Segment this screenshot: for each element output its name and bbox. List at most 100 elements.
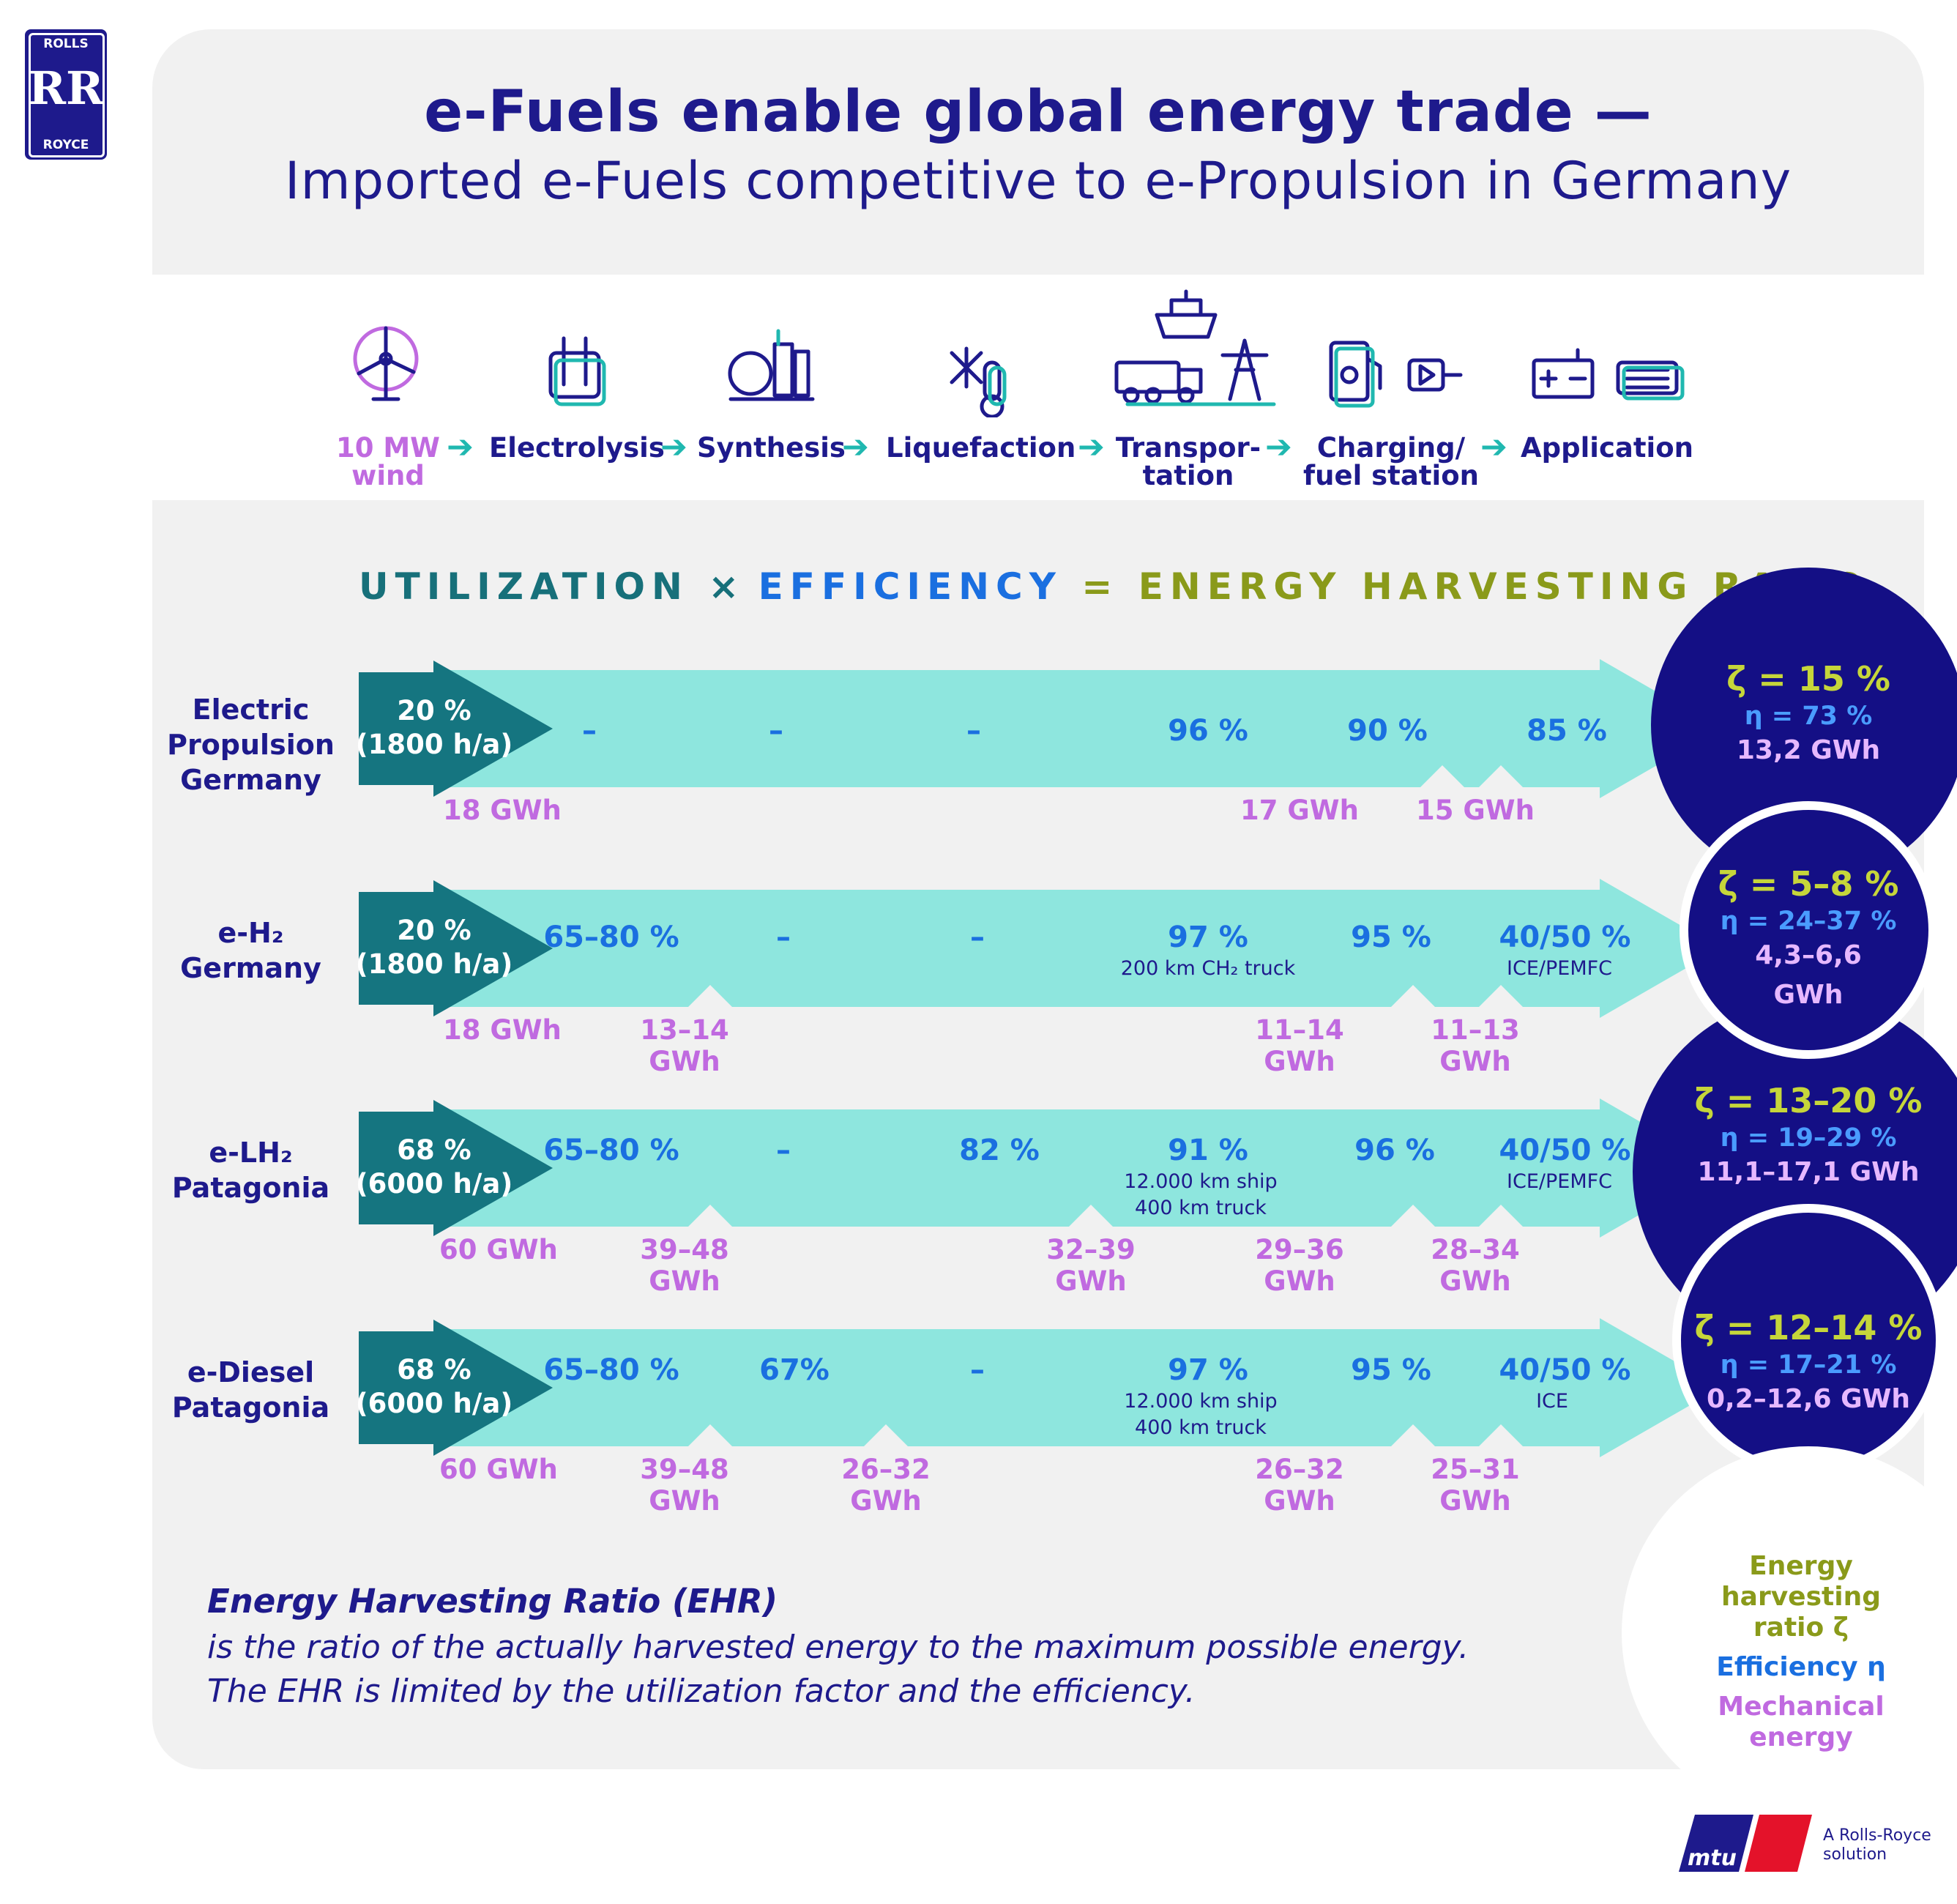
fuel-pump-charger-icon [1329, 341, 1463, 408]
flow-arrow-row-4 [439, 1318, 1721, 1457]
note-transportation: 12.000 km ship 400 km truck [1091, 1388, 1311, 1441]
wind-turbine-icon [353, 326, 419, 401]
efficiency-synthesis: – [776, 921, 791, 954]
efficiency-electrolysis: 65–80 % [543, 1134, 679, 1167]
flow-arrow-row-1 [439, 659, 1721, 798]
flow-arrow-row-2 [439, 879, 1721, 1018]
page-subtitle: Imported e-Fuels competitive to e-Propul… [284, 151, 1792, 211]
legend-mechanical: Mechanical energy [1718, 1692, 1885, 1752]
rolls-royce-logo: ROLLS RR ROYCE [25, 29, 107, 160]
flow-arrow-row-3 [439, 1098, 1721, 1238]
step-wind: 10 MW wind [335, 432, 440, 491]
efficiency-transportation: 91 % [1168, 1134, 1248, 1167]
utilization-value: 20 % (1800 h/a) [355, 695, 513, 760]
result-row-2: ζ = 5–8 % η = 24–37 % 4,3–6,6 GWh [1718, 864, 1899, 1010]
process-icons [353, 289, 1685, 417]
efficiency-charging: 90 % [1347, 714, 1428, 748]
result-circle-row-2 [1680, 801, 1937, 1059]
step-liquefaction: Liquefaction [886, 432, 1076, 464]
efficiency-application: 40/50 % [1499, 1134, 1631, 1167]
step-transportation: Transpor-tation [1115, 432, 1261, 491]
utilization-arrow-row-2 [359, 880, 553, 1016]
row-label-ediesel-patagonia: e-Diesel Patagonia [171, 1356, 330, 1424]
efficiency-charging: 95 % [1351, 1353, 1431, 1387]
step-application: Application [1520, 432, 1693, 464]
energy-after-synthesis: 26–32 GWh [841, 1454, 931, 1517]
logo-top-text: ROLLS [43, 37, 89, 51]
result-row-1: ζ = 15 % η = 73 % 13,2 GWh [1726, 659, 1890, 765]
step-arrow: ➔ [1078, 428, 1105, 466]
efficiency-application: 40/50 % [1499, 1353, 1631, 1387]
efficiency-transportation: 96 % [1168, 714, 1248, 748]
efficiency-electrolysis: 65–80 % [543, 1353, 679, 1387]
note-ship: 12.000 km ship 400 km truck [1124, 1390, 1278, 1439]
efficiency-transportation: 97 % [1168, 921, 1248, 954]
legend-circle [1622, 1446, 1957, 1820]
utilization-value: 68 % (6000 h/a) [355, 1354, 513, 1419]
efficiency-charging: 96 % [1354, 1134, 1435, 1167]
snowflake-thermometer-icon [950, 346, 1007, 417]
efficiency-transportation: 97 % [1168, 1353, 1248, 1387]
step-charging: Charging/fuel station [1303, 432, 1479, 491]
note-application: ICE/PEMFC [1507, 1170, 1612, 1193]
row-label-eh2-germany: e-H₂ Germany [180, 917, 321, 984]
note-application: ICE/PEMFC [1507, 957, 1612, 980]
utilization-arrow-row-1 [359, 661, 553, 797]
energy-after-charging: 11–14 GWh [1255, 1014, 1344, 1077]
efficiency-charging: 95 % [1351, 921, 1431, 954]
result-row-4: ζ = 12–14 % η = 17–21 % 0,2–12,6 GWh [1694, 1308, 1923, 1414]
efficiency-synthesis: 67% [759, 1353, 830, 1387]
efficiency-electrolysis: – [582, 714, 597, 748]
energy-after-electrolysis: 39–48 GWh [640, 1454, 729, 1517]
energy-after-electrolysis: 39–48 GWh [640, 1234, 729, 1297]
note-transportation: 12.000 km ship 400 km truck [1091, 1169, 1311, 1221]
energy-after-application: 15 GWh [1416, 795, 1535, 826]
energy-wind: 18 GWh [443, 1014, 562, 1046]
energy-after-liquefaction: 32–39 GWh [1046, 1234, 1136, 1297]
utilization-value: 68 % (6000 h/a) [355, 1134, 513, 1200]
energy-wind: 60 GWh [439, 1234, 558, 1265]
step-arrow: ➔ [842, 428, 869, 466]
row-label-electric-germany: Electric Propulsion Germany [167, 693, 335, 796]
efficiency-application: 40/50 % [1499, 921, 1631, 954]
step-electrolysis: Electrolysis [489, 432, 665, 464]
legend-ehr: Energy harvesting ratio ζ [1721, 1551, 1881, 1643]
efficiency-synthesis: – [776, 1134, 791, 1167]
result-circle-row-1 [1651, 568, 1957, 882]
mtu-tagline: A Rolls-Royce solution [1823, 1826, 1931, 1864]
synthesis-plant-icon [728, 329, 815, 401]
energy-wind: 60 GWh [439, 1454, 558, 1485]
battery-engine-icon [1532, 348, 1685, 401]
energy-after-charging: 29–36 GWh [1255, 1234, 1344, 1297]
step-arrow: ➔ [1480, 428, 1507, 466]
efficiency-application: 85 % [1527, 714, 1607, 748]
ehr-note-title: Energy Harvesting Ratio (EHR) [207, 1582, 778, 1621]
step-arrow: ➔ [447, 428, 474, 466]
note-ship: 12.000 km ship 400 km truck [1124, 1170, 1278, 1219]
energy-after-charging: 17 GWh [1240, 795, 1359, 826]
step-synthesis: Synthesis [697, 432, 846, 464]
result-row-3: ζ = 13–20 % η = 19–29 % 11,1–17,1 GWh [1694, 1081, 1923, 1187]
step-arrow: ➔ [660, 428, 687, 466]
energy-after-application: 28–34 GWh [1431, 1234, 1520, 1297]
efficiency-electrolysis: 65–80 % [543, 921, 679, 954]
ship-truck-pylon-icon [1114, 289, 1276, 406]
step-arrow: ➔ [1265, 428, 1292, 466]
efficiency-liquefaction: – [970, 921, 985, 954]
energy-after-application: 25–31 GWh [1431, 1454, 1520, 1517]
utilization-arrow-row-4 [359, 1320, 553, 1456]
energy-after-electrolysis: 13–14 GWh [640, 1014, 729, 1077]
efficiency-liquefaction: – [966, 714, 981, 748]
note-application: ICE [1536, 1390, 1568, 1413]
legend: Energy harvesting ratio ζ Efficiency η Mec… [1662, 1551, 1940, 1753]
ehr-note-line-2: The EHR is limited by the utilization fa… [207, 1673, 1196, 1710]
energy-after-charging: 26–32 GWh [1255, 1454, 1344, 1517]
energy-wind: 18 GWh [443, 795, 562, 826]
note-transportation: 200 km CH₂ truck [1120, 957, 1296, 980]
page-title: e-Fuels enable global energy trade — [424, 79, 1652, 145]
efficiency-liquefaction: 82 % [959, 1134, 1040, 1167]
energy-after-application: 11–13 GWh [1431, 1014, 1520, 1077]
mtu-brand: mtu [1688, 1845, 1737, 1871]
ehr-note-line-1: is the ratio of the actually harvested e… [207, 1629, 1469, 1666]
